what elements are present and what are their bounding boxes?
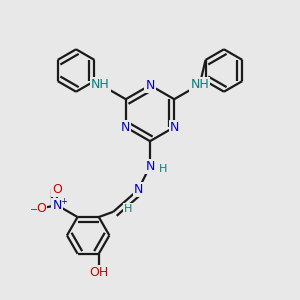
Text: NH: NH xyxy=(190,78,209,91)
Text: OH: OH xyxy=(89,266,108,279)
Text: N: N xyxy=(134,183,143,196)
Text: N: N xyxy=(145,79,155,92)
Text: O: O xyxy=(36,202,46,215)
Text: N: N xyxy=(169,121,179,134)
Text: +: + xyxy=(60,197,67,206)
Text: −: − xyxy=(29,205,38,215)
Text: H: H xyxy=(159,164,167,173)
Text: N: N xyxy=(145,160,155,173)
Text: NH: NH xyxy=(91,78,110,91)
Text: O: O xyxy=(52,183,62,196)
Text: N: N xyxy=(52,199,62,212)
Text: N: N xyxy=(121,121,130,134)
Text: H: H xyxy=(124,204,132,214)
